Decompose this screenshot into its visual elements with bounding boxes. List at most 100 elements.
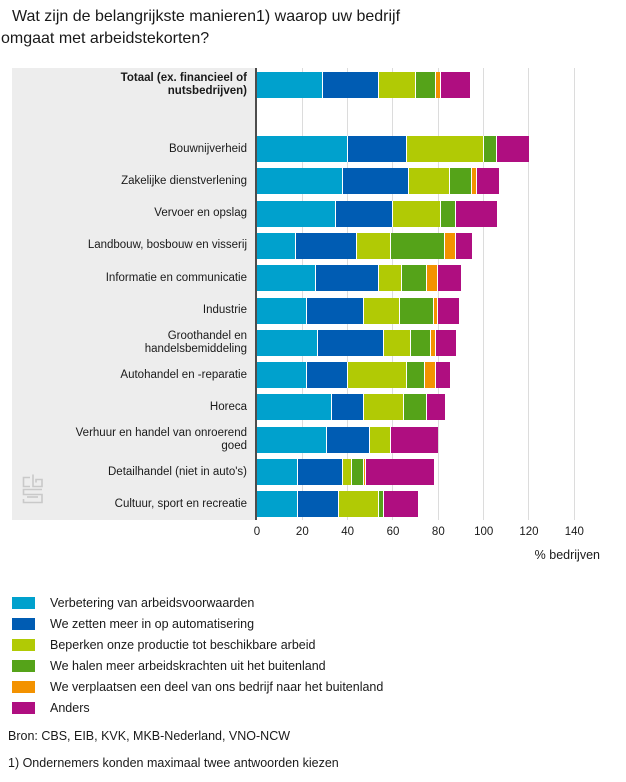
gridline (437, 68, 439, 520)
bar-segment (483, 136, 498, 162)
bar-row (257, 200, 498, 227)
bar-segment (257, 168, 344, 195)
bar-segment (370, 426, 391, 453)
bar-segment (433, 297, 439, 324)
bar-segment (472, 168, 477, 195)
bar-segment (363, 297, 400, 324)
bar-row (257, 136, 529, 162)
bar-segment (411, 329, 432, 356)
bar-row (257, 72, 471, 98)
legend-label: We halen meer arbeidskrachten uit het bu… (50, 658, 326, 673)
bar-segment (426, 394, 446, 421)
bar-segment (406, 362, 425, 389)
bar-row (257, 297, 459, 324)
bar-segment (436, 72, 441, 98)
bar-segment (440, 72, 471, 98)
category-label: Informatie en communicatie (105, 271, 247, 284)
legend-swatch (12, 596, 35, 609)
bar-row (257, 459, 434, 485)
bar-segment (431, 329, 437, 356)
source-text: Bron: CBS, EIB, KVK, MKB-Nederland, VNO-… (8, 729, 291, 743)
bar-segment (343, 459, 353, 485)
category-label: Autohandel en -reparatie (120, 368, 247, 381)
legend-label: Anders (50, 700, 90, 715)
bar-segment (322, 72, 380, 98)
category-label: Vervoer en opslag (154, 207, 247, 220)
x-tick-label: 60 (386, 526, 400, 538)
category-label: Verhuur en handel van onroerend goed (75, 426, 247, 452)
bar-segment (257, 426, 328, 453)
gridline (392, 68, 394, 520)
bar-segment (338, 491, 380, 518)
page-title-line2: omgaat met arbeidstekorten? (1, 30, 210, 47)
bar-segment (257, 265, 316, 292)
legend-label: Beperken onze productie tot beschikbare … (50, 637, 316, 652)
legend-item: Anders (12, 697, 612, 718)
bar-segment (379, 72, 416, 98)
legend-label: Verbetering van arbeidsvoorwaarden (50, 595, 255, 610)
bar-segment (379, 265, 403, 292)
x-axis-unit-label: % bedrijven (534, 548, 600, 562)
bar-segment (306, 362, 348, 389)
category-label: Bouwnijverheid (169, 142, 247, 155)
x-tick-label: 40 (341, 526, 355, 538)
bar-segment (383, 329, 412, 356)
bar-segment (327, 426, 371, 453)
x-tick-label: 140 (564, 526, 584, 538)
bar-segment (399, 297, 434, 324)
bar-row (257, 232, 473, 259)
bar-segment (438, 297, 459, 324)
gridline (573, 68, 575, 520)
bar-segment (406, 136, 484, 162)
bar-segment (404, 394, 427, 421)
bar-segment (257, 459, 298, 485)
bar-segment (257, 491, 298, 518)
gridline (347, 68, 349, 520)
bar-segment (257, 297, 307, 324)
bar-segment (445, 232, 457, 259)
bar-segment (295, 232, 357, 259)
gridline (528, 68, 530, 520)
legend-swatch (12, 638, 35, 651)
gridline (301, 68, 303, 520)
bar-segment (257, 200, 337, 227)
bar-segment (297, 491, 339, 518)
bar-segment (390, 232, 446, 259)
bar-segment (390, 426, 439, 453)
legend-item: We verplaatsen een deel van ons bedrijf … (12, 676, 612, 697)
category-label: Landbouw, bosbouw en visserij (87, 239, 247, 252)
bar-row (257, 265, 461, 292)
legend-swatch (12, 680, 35, 693)
bar-segment (315, 265, 380, 292)
bar-segment (497, 136, 529, 162)
bar-segment (440, 200, 457, 227)
bar-segment (363, 394, 405, 421)
legend-label: We verplaatsen een deel van ons bedrijf … (50, 679, 384, 694)
category-label: Cultuur, sport en recreatie (114, 497, 247, 510)
bar-segment (476, 168, 500, 195)
bar-segment (436, 329, 457, 356)
bar-segment (392, 200, 441, 227)
bar-segment (402, 265, 427, 292)
bar-segment (424, 362, 437, 389)
bar-segment (379, 491, 384, 518)
bar-row (257, 426, 439, 453)
bar-segment (356, 232, 391, 259)
x-tick-label: 20 (295, 526, 309, 538)
legend-item: We zetten meer in op automatisering (12, 613, 612, 634)
bar-segment (257, 329, 319, 356)
gridline (483, 68, 485, 520)
bar-row (257, 329, 457, 356)
bar-segment (436, 362, 450, 389)
legend-label: We zetten meer in op automatisering (50, 616, 255, 631)
bar-segment (426, 265, 439, 292)
bar-segment (336, 200, 393, 227)
bar-segment (408, 168, 450, 195)
bar-segment (257, 232, 296, 259)
legend-item: Verbetering van arbeidsvoorwaarden (12, 592, 612, 613)
legend-swatch (12, 617, 35, 630)
x-tick-label: 0 (253, 526, 261, 538)
bar-segment (257, 394, 332, 421)
bar-segment (365, 459, 434, 485)
